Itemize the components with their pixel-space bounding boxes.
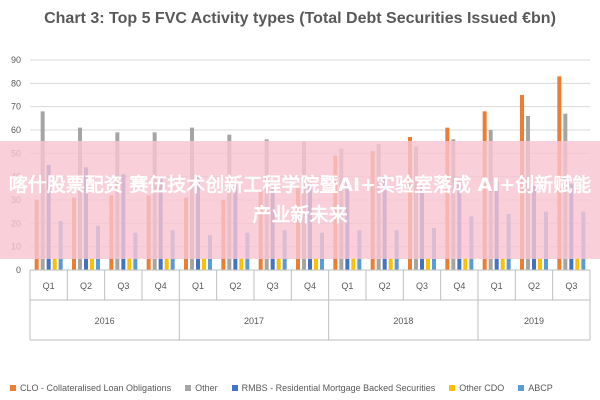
bar xyxy=(538,258,542,270)
x-tick-label: Q4 xyxy=(155,281,167,291)
x-tick-label: Q3 xyxy=(117,281,129,291)
x-tick-label: Q2 xyxy=(229,281,241,291)
bar xyxy=(90,258,94,270)
x-tick-label: Q3 xyxy=(565,281,577,291)
x-tick-label: Q2 xyxy=(379,281,391,291)
bar xyxy=(239,258,244,270)
x-tick-label: Q2 xyxy=(528,281,540,291)
legend-label: RMBS - Residential Mortgage Backed Secur… xyxy=(241,383,436,393)
legend-swatch xyxy=(10,385,16,391)
x-tick-label: Q1 xyxy=(43,281,55,291)
year-label: 2018 xyxy=(393,316,413,326)
bar xyxy=(351,258,356,270)
year-label: 2017 xyxy=(244,316,264,326)
y-tick-label: 60 xyxy=(11,125,21,135)
overlay-banner: 喀什股票配资 赛伍技术创新工程学院暨AI+实验室落成 AI+创新赋能产业新未来 xyxy=(0,141,600,259)
legend-item: Other xyxy=(185,383,218,393)
bar xyxy=(388,258,393,270)
legend-swatch xyxy=(449,385,456,391)
bar xyxy=(314,258,318,270)
year-label: 2019 xyxy=(524,316,544,326)
legend-swatch xyxy=(518,385,525,391)
x-tick-label: Q4 xyxy=(453,281,465,291)
y-tick-label: 80 xyxy=(11,78,21,88)
year-label: 2016 xyxy=(95,316,115,326)
bar xyxy=(127,258,132,270)
legend-swatch xyxy=(185,385,192,391)
x-tick-label: Q3 xyxy=(416,281,428,291)
chart-title: Chart 3: Top 5 FVC Activity types (Total… xyxy=(44,10,556,27)
legend-label: ABCP xyxy=(528,383,553,393)
legend-label: CLO - Collateralised Loan Obligations xyxy=(20,383,172,393)
legend-label: Other CDO xyxy=(459,383,505,393)
y-tick-label: 0 xyxy=(16,265,21,275)
bar xyxy=(463,258,468,270)
legend-item: ABCP xyxy=(518,383,553,393)
legend-item: Other CDO xyxy=(449,383,504,393)
bar xyxy=(202,258,206,270)
chart-legend: CLO - Collateralised Loan Obligations Oth… xyxy=(10,381,595,395)
bar xyxy=(575,258,580,270)
x-axis: Q1 Q2 Q3 Q4 Q1 Q2 Q3 Q4 Q1 Q2 Q3 Q4 Q1 Q2 Q3 2016 2017 20… xyxy=(29,269,591,341)
legend-swatch xyxy=(231,385,238,391)
bar xyxy=(276,258,281,270)
legend-item: CLO - Collateralised Loan Obligations xyxy=(10,383,171,393)
bar xyxy=(500,258,505,270)
legend-label: Other xyxy=(195,383,218,393)
bar xyxy=(426,258,430,270)
y-tick-label: 70 xyxy=(11,102,21,112)
overlay-banner-text: 喀什股票配资 赛伍技术创新工程学院暨AI+实验室落成 AI+创新赋能产业新未来 xyxy=(8,174,592,226)
bar xyxy=(52,258,57,270)
bar xyxy=(164,258,169,270)
x-tick-label: Q3 xyxy=(267,281,279,291)
x-tick-label: Q1 xyxy=(341,281,353,291)
legend-item: RMBS - Residential Mortgage Backed Secur… xyxy=(231,383,436,393)
x-tick-label: Q4 xyxy=(304,281,316,291)
x-tick-label: Q1 xyxy=(192,281,204,291)
x-tick-label: Q2 xyxy=(80,281,92,291)
x-tick-label: Q1 xyxy=(491,281,503,291)
y-tick-label: 90 xyxy=(11,55,21,65)
